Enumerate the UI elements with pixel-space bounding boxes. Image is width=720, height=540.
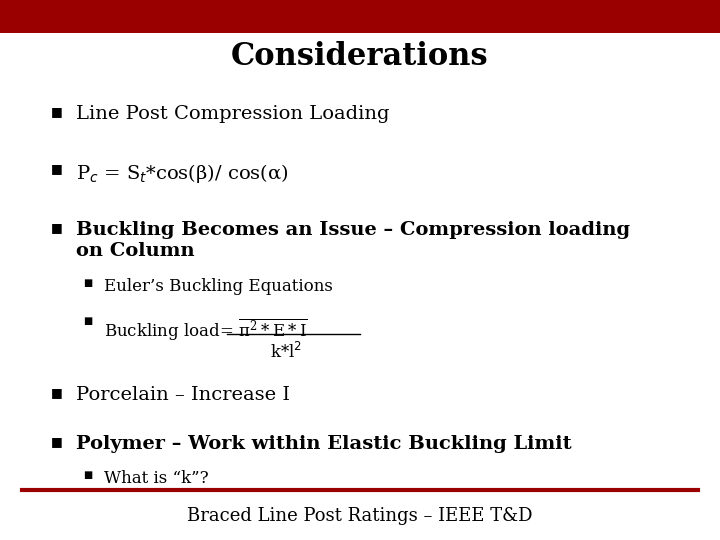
Text: ■: ■ [83,470,92,480]
Text: ■: ■ [50,435,62,448]
Text: Considerations: Considerations [231,41,489,72]
Text: ■: ■ [83,278,92,288]
Text: ■: ■ [50,386,62,399]
Text: k*l$^2$: k*l$^2$ [270,342,302,362]
FancyBboxPatch shape [0,0,720,33]
Text: ■: ■ [50,105,62,118]
Text: ■: ■ [50,221,62,234]
Text: What is “k”?: What is “k”? [104,470,209,487]
Text: Buckling Becomes an Issue – Compression loading
on Column: Buckling Becomes an Issue – Compression … [76,221,630,260]
FancyBboxPatch shape [0,0,720,16]
Text: ■: ■ [83,316,92,326]
Text: P$_c$ = S$_t$*cos(β)/ cos(α): P$_c$ = S$_t$*cos(β)/ cos(α) [76,162,288,185]
Text: ■: ■ [50,162,62,175]
Text: Porcelain – Increase I: Porcelain – Increase I [76,386,289,404]
Text: Buckling load= $\mathregular{\overline{\pi^2*E*I}}$: Buckling load= $\mathregular{\overline{\… [104,316,308,343]
Text: Braced Line Post Ratings – IEEE T&D: Braced Line Post Ratings – IEEE T&D [187,507,533,525]
Text: Line Post Compression Loading: Line Post Compression Loading [76,105,389,123]
Text: Euler’s Buckling Equations: Euler’s Buckling Equations [104,278,333,295]
Text: Polymer – Work within Elastic Buckling Limit: Polymer – Work within Elastic Buckling L… [76,435,571,453]
